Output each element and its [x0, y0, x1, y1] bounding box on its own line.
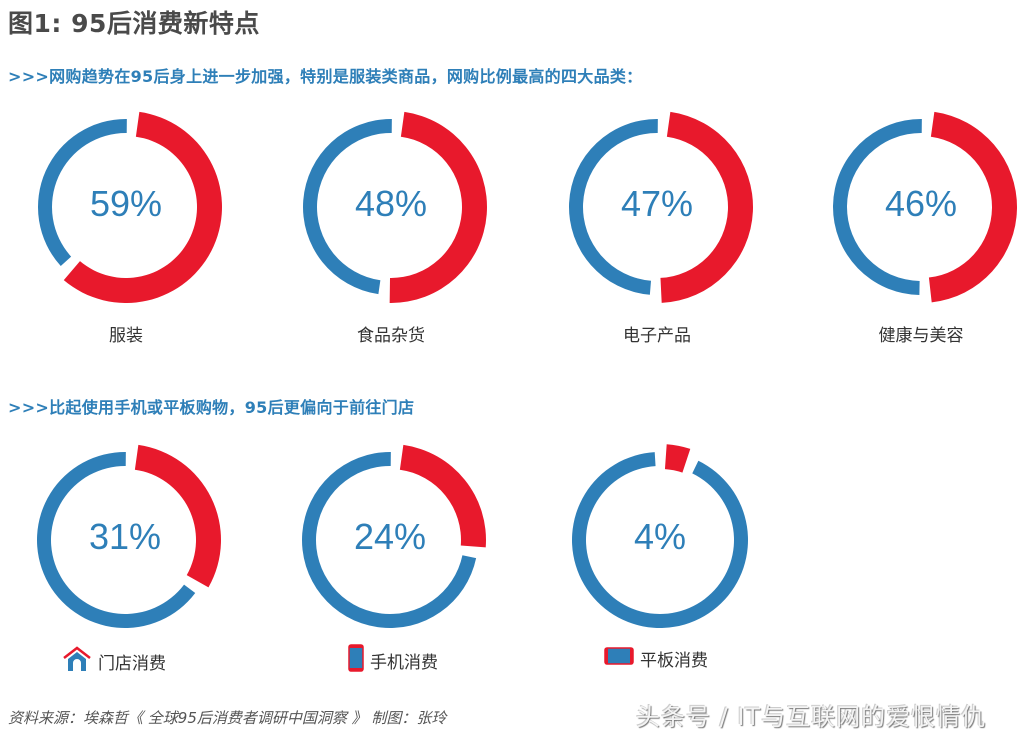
donut-chart-store: 31%	[25, 440, 225, 640]
donut-ring	[302, 111, 487, 303]
donut-ring	[38, 111, 223, 303]
section-heading-store-preference: >>>比起使用手机或平板购物，95后更偏向于前往门店	[8, 398, 415, 417]
donut-ring	[302, 444, 486, 628]
percentage-value: 4%	[633, 516, 687, 557]
donut-ring	[572, 444, 748, 628]
donut-segment-highlight	[399, 444, 486, 548]
donut-segment-highlight	[664, 444, 691, 473]
percentage-value: 46%	[884, 183, 958, 224]
donut-ring	[569, 111, 754, 303]
category-label: 健康与美容	[878, 326, 964, 346]
donut-chart-health-beauty: 46%	[821, 107, 1021, 307]
source-note: 资料来源：埃森哲《 全球95后消费者调研中国洞察 》 制图：张玲	[8, 709, 447, 727]
tablet-icon	[604, 647, 634, 670]
section-heading-online-shopping: >>>网购趋势在95后身上进一步加强，特别是服装类商品，网购比例最高的四大品类：	[8, 67, 643, 86]
donut-segment-highlight	[660, 111, 754, 303]
donut-segment-highlight	[63, 111, 223, 303]
legend-label: 门店消费	[98, 654, 166, 674]
legend-phone: 手机消费	[348, 644, 438, 677]
donut-segment-remainder	[38, 119, 127, 267]
donut-segment-remainder	[569, 118, 658, 295]
category-label: 电子产品	[623, 326, 691, 346]
store-icon	[62, 646, 92, 677]
category-label: 服装	[109, 326, 143, 346]
donut-chart-groceries: 48%	[291, 107, 491, 307]
donut-segment-highlight	[928, 111, 1017, 303]
percentage-value: 47%	[620, 183, 694, 224]
donut-chart-clothing: 59%	[26, 107, 226, 307]
donut-ring	[37, 444, 221, 628]
legend-store: 门店消费	[62, 646, 166, 677]
donut-segment-highlight	[134, 444, 221, 588]
percentage-value: 31%	[88, 516, 162, 557]
donut-chart-phone: 24%	[290, 440, 490, 640]
legend-tablet: 平板消费	[604, 646, 708, 671]
category-label: 食品杂货	[357, 326, 425, 346]
percentage-value: 48%	[354, 183, 428, 224]
donut-segment-remainder	[833, 119, 922, 295]
donut-segment-remainder	[302, 119, 392, 295]
donut-ring	[833, 111, 1017, 303]
donut-segment-highlight	[389, 111, 487, 303]
page-title: 图1: 95后消费新特点	[8, 9, 260, 38]
percentage-value: 59%	[89, 183, 163, 224]
donut-chart-electronics: 47%	[557, 107, 757, 307]
percentage-value: 24%	[353, 516, 427, 557]
legend-label: 手机消费	[370, 653, 438, 673]
phone-icon	[348, 644, 364, 677]
donut-chart-tablet: 4%	[560, 440, 760, 640]
legend-label: 平板消费	[640, 651, 708, 671]
watermark: 头条号 / IT与互联网的爱恨情仇	[636, 703, 987, 731]
